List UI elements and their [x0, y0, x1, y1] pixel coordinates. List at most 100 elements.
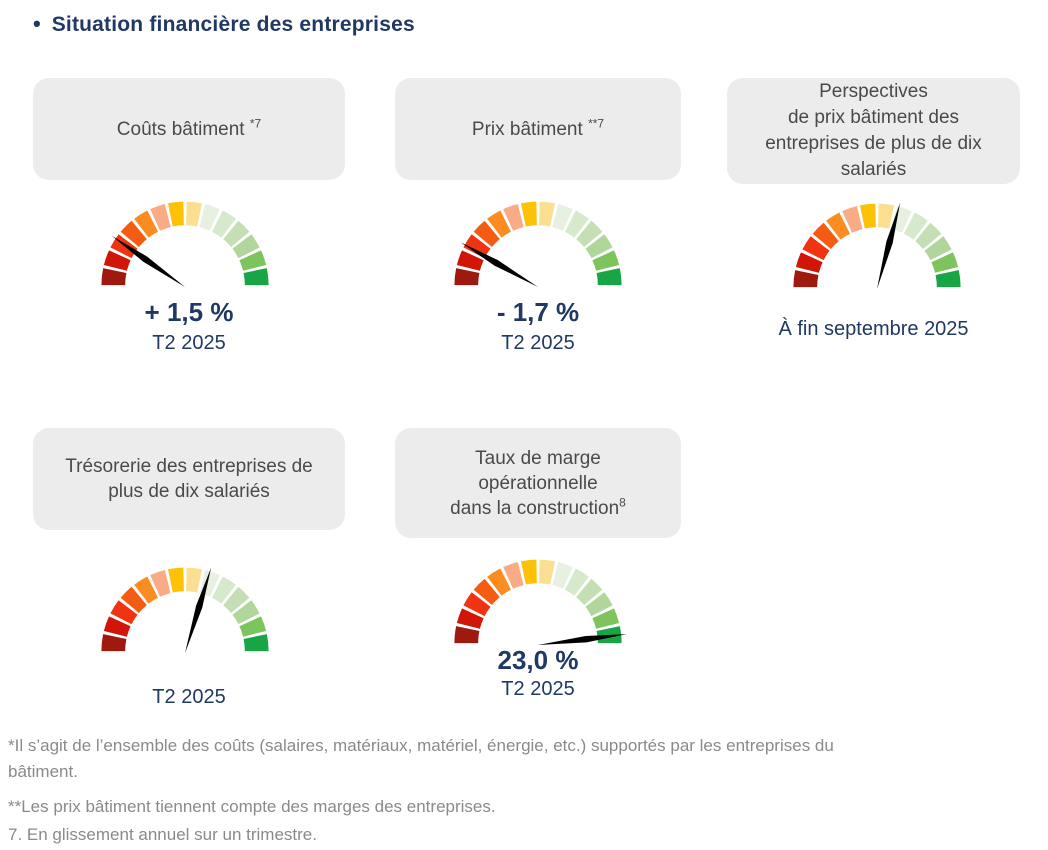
- bullet-icon: •: [33, 11, 41, 36]
- gauge-segment: [552, 204, 573, 231]
- gauge-chart: [454, 201, 622, 288]
- gauge-segment: [596, 268, 622, 286]
- gauge-prix-batiment: [443, 190, 633, 291]
- gauge-segment: [232, 234, 260, 259]
- gauge-segment: [520, 201, 537, 227]
- panel-header-tresorerie: Trésorerie des entreprises de plus de dix…: [33, 428, 345, 530]
- gauge-segment: [134, 210, 159, 238]
- gauge-segment: [211, 210, 236, 238]
- gauge-segment: [915, 222, 942, 249]
- gauge-taux-marge: [443, 548, 633, 649]
- gauge-segment: [592, 608, 620, 629]
- gauge-segment: [564, 568, 589, 596]
- gauge-period-couts-batiment: T2 2025: [152, 332, 226, 354]
- gauge-segment: [103, 250, 131, 271]
- footnote-prices-margins: **Les prix bâtiment tiennent compte des …: [8, 797, 496, 816]
- gauge-segment: [167, 201, 184, 227]
- gauge-segment: [795, 252, 823, 273]
- gauge-needle: [185, 567, 212, 654]
- gauge-segment: [186, 567, 203, 593]
- gauge-segment: [487, 210, 512, 238]
- gauge-needle: [538, 634, 627, 646]
- gauge-perspectives-prix: [782, 192, 972, 293]
- gauge-segment: [150, 204, 171, 231]
- gauge-segment: [223, 220, 250, 247]
- gauge-segment: [859, 203, 876, 229]
- gauge-segment: [223, 586, 250, 613]
- gauge-segment: [120, 220, 147, 247]
- gauge-period-tresorerie: T2 2025: [152, 686, 226, 708]
- footnote-7-glissement: 7. En glissement annuel sur un trimestre…: [8, 825, 317, 844]
- gauge-needle: [111, 235, 185, 288]
- gauge-segment: [134, 576, 159, 604]
- gauge-segment: [802, 236, 830, 261]
- panel-header-taux-marge: Taux de marge opérationnelle dans la const…: [395, 428, 681, 538]
- panel-header-label: Trésorerie des entreprises de plus de dix…: [65, 456, 313, 502]
- gauge-couts-batiment: [90, 190, 280, 291]
- panel-header-label: Taux de marge opérationnelle dans la const…: [450, 447, 626, 519]
- page-title-text: Situation financière des entreprises: [51, 13, 415, 36]
- panel-header-prix-batiment: Prix bâtiment **7: [395, 78, 681, 180]
- gauge-segment: [120, 586, 147, 613]
- gauge-segment: [456, 608, 484, 629]
- gauge-segment: [826, 212, 851, 240]
- gauge-segment: [903, 212, 928, 240]
- gauge-segment: [539, 559, 556, 585]
- gauge-chart: [793, 202, 961, 290]
- gauge-segment: [243, 634, 269, 652]
- gauge-segment: [103, 616, 131, 637]
- gauge-segment: [232, 600, 260, 625]
- gauge-segment: [473, 578, 500, 605]
- gauge-segment: [473, 220, 500, 247]
- gauge-segment: [931, 252, 959, 273]
- gauge-segment: [520, 559, 537, 585]
- gauge-segment: [101, 268, 127, 286]
- gauge-segment: [585, 592, 613, 617]
- gauge-segment: [239, 616, 267, 637]
- gauge-period-prix-batiment: T2 2025: [501, 332, 575, 354]
- gauge-segment: [211, 576, 236, 604]
- page-title: • Situation financière des entreprises: [33, 10, 415, 39]
- gauge-chart: [454, 559, 627, 646]
- gauge-segment: [243, 268, 269, 286]
- gauge-value-couts-batiment: + 1,5 %: [144, 297, 234, 327]
- gauge-value-taux-marge: 23,0 %: [497, 645, 579, 675]
- gauge-segment: [454, 268, 480, 286]
- panel-header-label: Coûts bâtiment *7: [116, 116, 262, 140]
- gauge-segment: [239, 250, 267, 271]
- gauge-segment: [891, 206, 912, 233]
- gauge-period-perspectives-prix: À fin septembre 2025: [778, 318, 969, 340]
- gauge-segment: [878, 203, 895, 229]
- gauge-needle: [460, 242, 538, 288]
- gauge-segment: [552, 562, 573, 589]
- gauge-segment: [793, 270, 819, 288]
- gauge-chart: [101, 201, 269, 288]
- gauge-segment: [186, 201, 203, 227]
- gauge-segment: [454, 626, 480, 644]
- gauge-chart: [101, 567, 269, 654]
- gauge-period-taux-marge: T2 2025: [501, 678, 575, 700]
- gauge-segment: [167, 567, 184, 593]
- panel-header-couts-batiment: Coûts bâtiment *7: [33, 78, 345, 180]
- gauge-segment: [842, 206, 863, 233]
- footnotes: *Il s’agit de l’ensemble des coûts (sala…: [8, 733, 1018, 850]
- gauge-segment: [539, 201, 556, 227]
- gauge-segment: [503, 562, 524, 589]
- gauge-segment: [924, 236, 952, 261]
- gauge-segment: [110, 234, 138, 259]
- gauge-segment: [487, 568, 512, 596]
- panel-header-label: Perspectives de prix bâtiment des entrepri…: [765, 81, 982, 180]
- gauge-value-prix-batiment: - 1,7 %: [496, 297, 580, 327]
- panel-header-perspectives-prix: Perspectives de prix bâtiment des entrepri…: [727, 78, 1020, 184]
- gauge-tresorerie: [90, 556, 280, 657]
- panel-header-label: Prix bâtiment **7: [471, 116, 605, 140]
- gauge-segment: [935, 270, 961, 288]
- gauge-segment: [150, 570, 171, 597]
- gauge-segment: [199, 204, 220, 231]
- gauge-segment: [576, 578, 603, 605]
- gauge-segment: [585, 234, 613, 259]
- gauge-segment: [101, 634, 127, 652]
- gauge-segment: [812, 222, 839, 249]
- gauge-segment: [564, 210, 589, 238]
